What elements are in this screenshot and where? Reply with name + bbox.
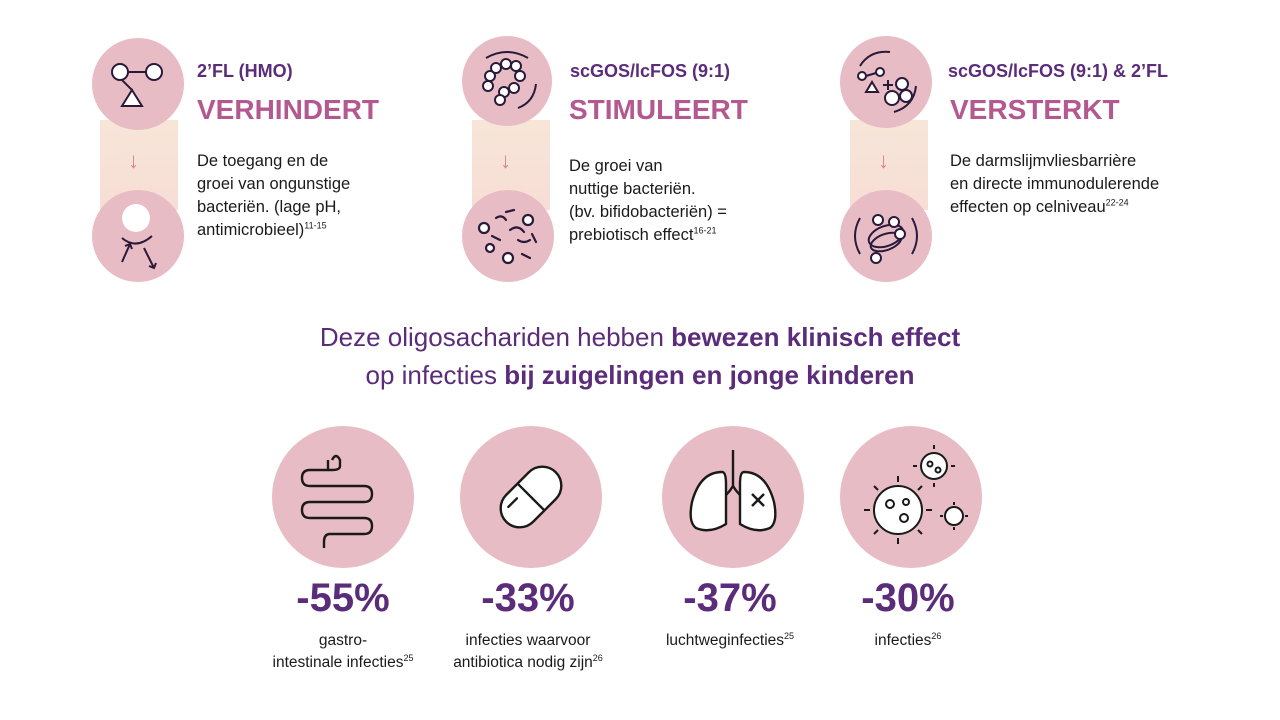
mechanism-verb: STIMULEERT <box>569 94 748 125</box>
mechanism-description: De darmslijmvliesbarrière en directe imm… <box>950 152 1160 216</box>
claim-line: Deze oligosachariden hebben bewezen klin… <box>319 322 961 352</box>
repel-bacteria-icon <box>92 190 184 282</box>
bacteria-cluster-icon <box>462 190 554 282</box>
mechanism-subtitle: scGOS/lcFOS (9:1) & 2’FL <box>948 61 1169 81</box>
mechanism-subtitle: scGOS/lcFOS (9:1) <box>570 61 731 81</box>
down-arrow-icon: ↓ <box>128 148 139 173</box>
stat-label: infecties26 <box>874 630 942 649</box>
virus-icon <box>840 426 982 568</box>
reference-sup: 26 <box>931 630 942 641</box>
mechanism-verb: VERHINDERT <box>197 94 380 125</box>
down-arrow-icon: ↓ <box>878 148 889 173</box>
mechanism-description: De toegang en de groei van ongunstige ba… <box>197 152 351 239</box>
stat-label: infecties waarvoor antibiotica nodig zij… <box>453 632 603 671</box>
gut-barrier-icon <box>840 190 932 282</box>
reference-sup: 11-15 <box>304 220 327 231</box>
mechanism-description: De groei van nuttige bacteriën. (bv. bif… <box>569 157 727 244</box>
reference-sup: 25 <box>403 652 414 663</box>
stat-label: gastro- intestinale infecties25 <box>272 632 414 671</box>
reference-sup: 25 <box>784 630 795 641</box>
mechanism-verb: VERSTERKT <box>950 94 1120 125</box>
stat-value: -30% <box>861 576 955 620</box>
molecule-icon <box>92 38 184 130</box>
stat-value: -33% <box>481 576 575 620</box>
reference-sup: 22-24 <box>1105 197 1129 208</box>
intestine-icon <box>272 426 414 568</box>
reference-sup: 26 <box>592 652 603 663</box>
stat-value: -37% <box>683 576 777 620</box>
mechanism-subtitle: 2’FL (HMO) <box>197 61 293 81</box>
down-arrow-icon: ↓ <box>500 148 511 173</box>
stat-value: -55% <box>296 576 390 620</box>
lungs-icon <box>662 426 804 568</box>
pill-capsule-icon <box>460 426 602 568</box>
claim-line: op infecties bij zuigelingen en jonge ki… <box>365 360 915 390</box>
combined-molecules-icon <box>840 36 932 128</box>
reference-sup: 16-21 <box>693 225 717 236</box>
stat-label: luchtweginfecties25 <box>665 630 795 649</box>
oligosaccharide-chain-icon <box>462 36 552 126</box>
